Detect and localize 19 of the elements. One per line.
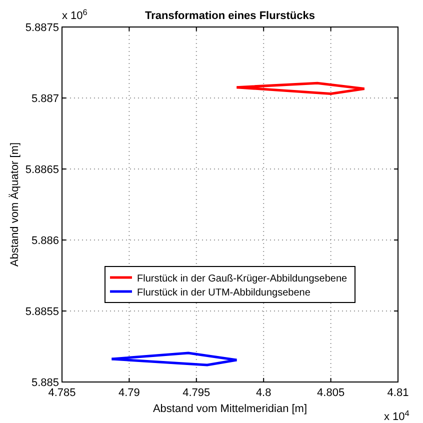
y-tick-label: 5.886	[31, 235, 59, 247]
legend-label: Flurstück in der Gauß-Krüger-Abbildungsebene	[137, 274, 348, 284]
text: x 10$^{6}$	[62, 8, 88, 22]
x-tick-label: 4.785	[48, 387, 76, 399]
x-tick-label: 4.81	[387, 387, 409, 399]
y-tick-label: 5.887	[31, 93, 59, 105]
y-axis-title: Abstand vom Äquator [m]	[8, 142, 21, 267]
text: x 10$^{4}$	[384, 408, 410, 423]
chart-title: Transformation eines Flurstücks	[145, 10, 315, 22]
x-tick-label: 4.795	[182, 387, 210, 399]
x-tick-label: 4.8	[256, 387, 272, 399]
x-tick-label: 4.805	[317, 387, 345, 399]
x-tick-label: 4.79	[118, 387, 140, 399]
y-tick-label: 5.885	[31, 377, 59, 389]
legend-label: Flurstück in der UTM-Abbildungsebene	[137, 288, 311, 298]
y-tick-label: 5.8865	[25, 164, 59, 176]
y-tick-label: 5.8875	[25, 22, 59, 34]
x-axis-title: Abstand vom Mittelmeridian [m]	[152, 403, 308, 415]
y-tick-label: 5.8855	[25, 306, 59, 318]
